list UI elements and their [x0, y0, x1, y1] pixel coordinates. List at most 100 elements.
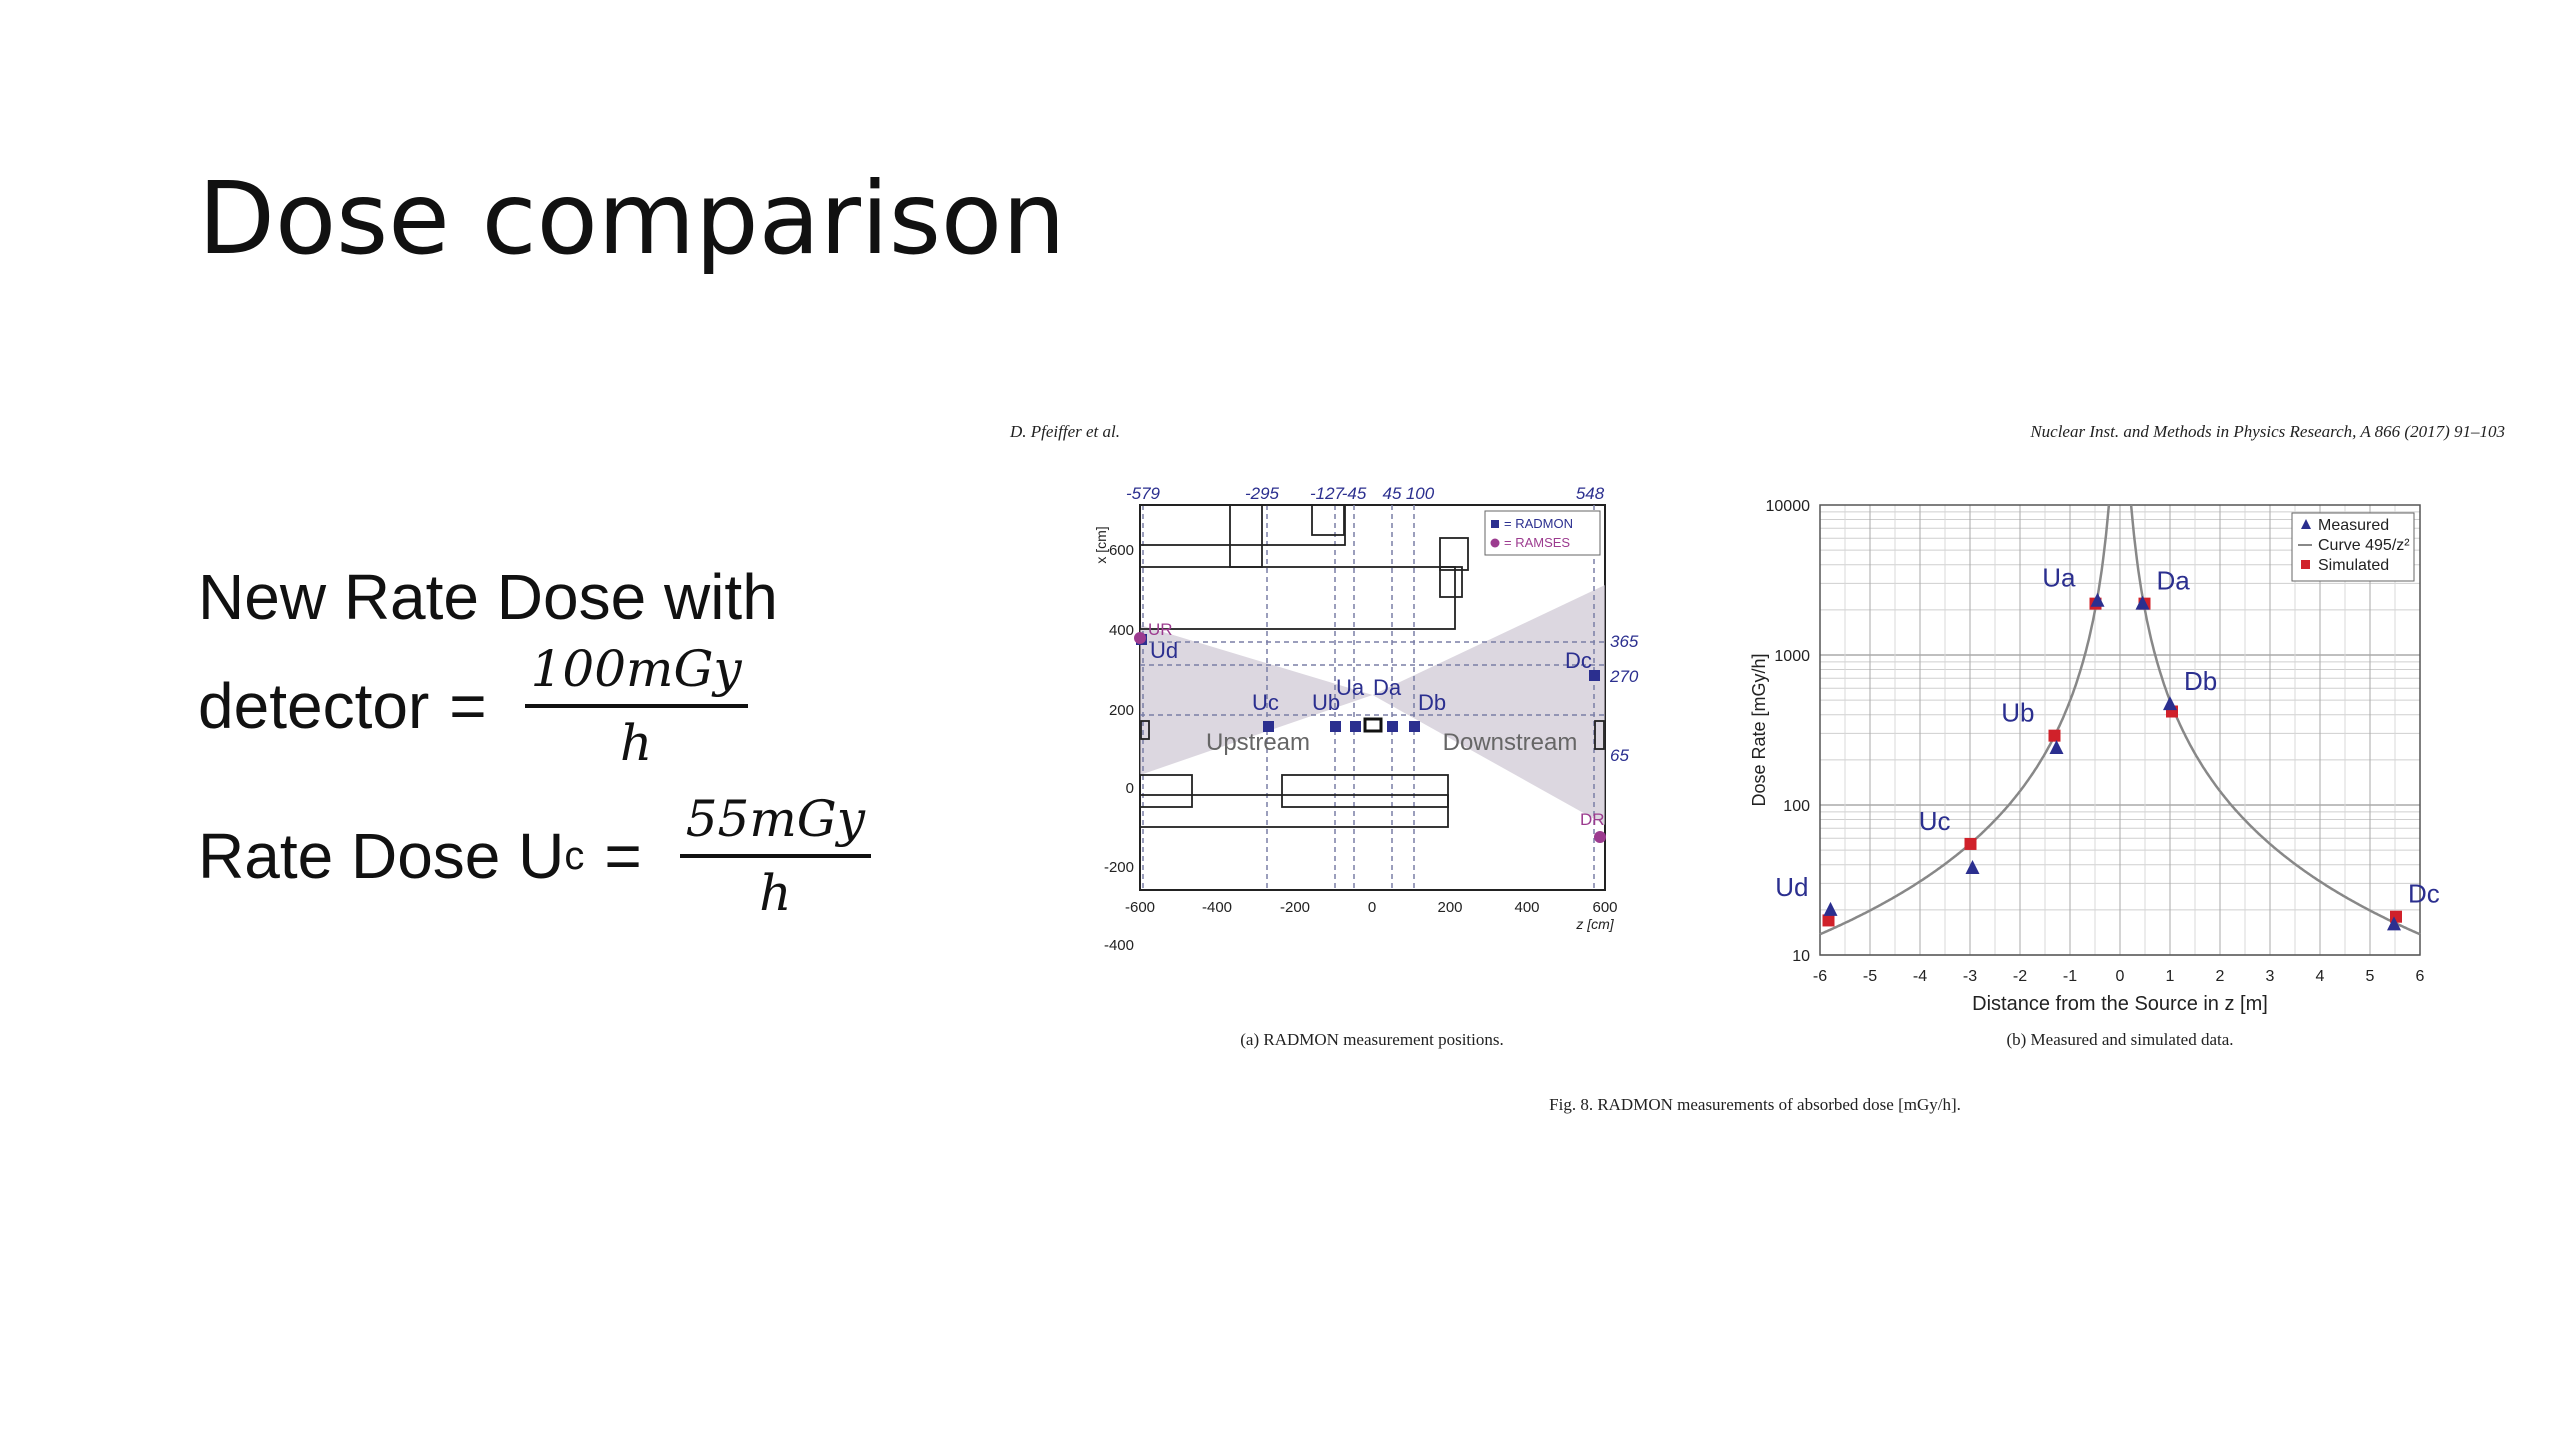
- point-ua: [1350, 721, 1361, 732]
- top-tick-4: 45: [1383, 484, 1402, 503]
- equation-1-line-1: New Rate Dose with: [198, 561, 778, 633]
- legend: Measured Curve 495/z² Simulated: [2291, 512, 2415, 582]
- label-ud: Ud: [1150, 638, 1178, 663]
- box-5: [1439, 537, 1469, 571]
- measured-point: [2090, 592, 2105, 607]
- panel-a-legend-frame: [1484, 510, 1601, 556]
- panel-a-x-ticks: -600 -400 -200 0 200 400 600: [1125, 899, 1618, 916]
- equation-2-label: Rate Dose U: [198, 820, 565, 892]
- equation-1-fraction: 100mGy h: [524, 640, 748, 772]
- legend-radmon-label: = RADMON: [1504, 516, 1573, 531]
- equation-2-fraction: 55mGy h: [679, 790, 871, 922]
- simulated-point: [2048, 729, 2061, 742]
- label-ua: Ua: [1336, 675, 1365, 700]
- measured-point: [1823, 901, 1838, 916]
- simulated-point: [1964, 837, 1977, 850]
- x-tick-label: -3: [1963, 968, 1977, 985]
- y-tick-label: 10: [1792, 948, 1810, 965]
- point-label: Db: [2184, 666, 2217, 696]
- source: [1363, 717, 1383, 733]
- equation-2-equals: =: [604, 820, 642, 892]
- box-3: [1311, 504, 1345, 536]
- y-tick-200: 200: [1109, 702, 1134, 719]
- x-tick-0: -600: [1125, 899, 1155, 916]
- panel-a-y-ticks: 600 400 200 0 -200 -400: [1104, 542, 1134, 954]
- point-label: Da: [2157, 566, 2191, 596]
- figure-caption: Fig. 8. RADMON measurements of absorbed …: [1549, 1095, 1961, 1114]
- x-tick-label: 6: [2416, 968, 2425, 985]
- point-label: Ub: [2001, 698, 2034, 728]
- legend-simulated-label: Simulated: [2318, 557, 2389, 574]
- right-tick-0: 365: [1610, 632, 1639, 651]
- box-11: [1594, 720, 1605, 750]
- legend-ramses-icon: [1490, 538, 1500, 548]
- x-tick-5: 400: [1514, 899, 1539, 916]
- label-da: Da: [1373, 675, 1402, 700]
- label-db: Db: [1418, 690, 1446, 715]
- box-8: [1281, 774, 1449, 808]
- equation-1: detector = 100mGy h: [198, 640, 748, 772]
- panel-a-radmon-positions: UR Ud Uc Ub Ua Da Db Dc DR Upstream Down…: [1093, 484, 1639, 1049]
- top-ticks: -579 -295 -127 -45 45 100 548: [1126, 484, 1605, 503]
- top-tick-3: -45: [1342, 484, 1367, 503]
- point-ur: [1134, 632, 1146, 644]
- point-dc: [1589, 670, 1600, 681]
- equation-1-numerator: 100mGy: [524, 640, 748, 708]
- label-dc: Dc: [1565, 648, 1592, 673]
- upstream-label: Upstream: [1206, 729, 1310, 756]
- x-tick-label: -5: [1863, 968, 1877, 985]
- panel-a-caption: (a) RADMON measurement positions.: [1240, 1030, 1503, 1049]
- right-tick-2: 65: [1610, 746, 1629, 765]
- y-tick-label: 10000: [1766, 498, 1811, 515]
- y-axis-label: Dose Rate [mGy/h]: [1749, 653, 1769, 806]
- legend-measured-label: Measured: [2318, 517, 2389, 534]
- x-axis-label: Distance from the Source in z [m]: [1972, 993, 2268, 1015]
- downstream-cone: [1372, 585, 1605, 825]
- paper-figure: D. Pfeiffer et al. Nuclear Inst. and Met…: [1009, 422, 2505, 1114]
- measured-point: [2163, 696, 2177, 711]
- y-tick-labels: 10 100 1000 10000: [1766, 498, 1811, 965]
- y-tick-0: 0: [1126, 780, 1134, 797]
- legend-ramses-label: = RAMSES: [1504, 535, 1570, 550]
- x-tick-label: -6: [1813, 968, 1827, 985]
- top-tick-2: -127: [1310, 484, 1345, 503]
- label-uc: Uc: [1252, 690, 1279, 715]
- top-tick-1: -295: [1245, 484, 1280, 503]
- x-tick-label: 5: [2366, 968, 2375, 985]
- top-tick-6: 548: [1576, 484, 1605, 503]
- point-dr: [1594, 831, 1606, 843]
- simulated-point: [1822, 914, 1835, 927]
- top-tick-5: 100: [1406, 484, 1435, 503]
- plot-frame: [1819, 504, 2421, 956]
- panel-a-legend: = RADMON = RAMSES: [1484, 510, 1601, 556]
- x-tick-label: 0: [2116, 968, 2125, 985]
- ramses-points: [1134, 632, 1606, 843]
- plot-grid: [1819, 505, 2421, 956]
- x-tick-label: 3: [2266, 968, 2275, 985]
- box-10: [1140, 720, 1150, 740]
- top-tick-0: -579: [1126, 484, 1161, 503]
- x-tick-6: 600: [1592, 899, 1617, 916]
- right-ticks: 365 270 65: [1609, 632, 1639, 765]
- point-label: Dc: [2408, 879, 2440, 909]
- label-ub: Ub: [1312, 690, 1340, 715]
- x-tick-3: 0: [1368, 899, 1376, 916]
- point-labels: UR Ud Uc Ub Ua Da Db Dc DR: [1148, 620, 1605, 829]
- position-guides: [1140, 505, 1605, 890]
- downstream-label: Downstream: [1443, 729, 1578, 756]
- x-tick-labels: -6 -5 -4 -3 -2 -1 0 1 2 3 4 5 6: [1813, 968, 2425, 985]
- upstream-cone: [1140, 625, 1373, 775]
- x-tick-label: 2: [2216, 968, 2225, 985]
- right-tick-1: 270: [1609, 667, 1639, 686]
- y-tick-label: 1000: [1774, 648, 1810, 665]
- measured-point: [1965, 860, 1980, 875]
- label-ur: UR: [1148, 620, 1173, 639]
- figure-header-right: Nuclear Inst. and Methods in Physics Res…: [2029, 422, 2505, 441]
- x-tick-2: -200: [1280, 899, 1310, 916]
- y-tick-minus400: -400: [1104, 937, 1134, 954]
- point-label: Ud: [1775, 872, 1808, 902]
- equation-1-label: detector: [198, 670, 430, 742]
- point-label: Uc: [1919, 806, 1951, 836]
- x-tick-label: 1: [2166, 968, 2175, 985]
